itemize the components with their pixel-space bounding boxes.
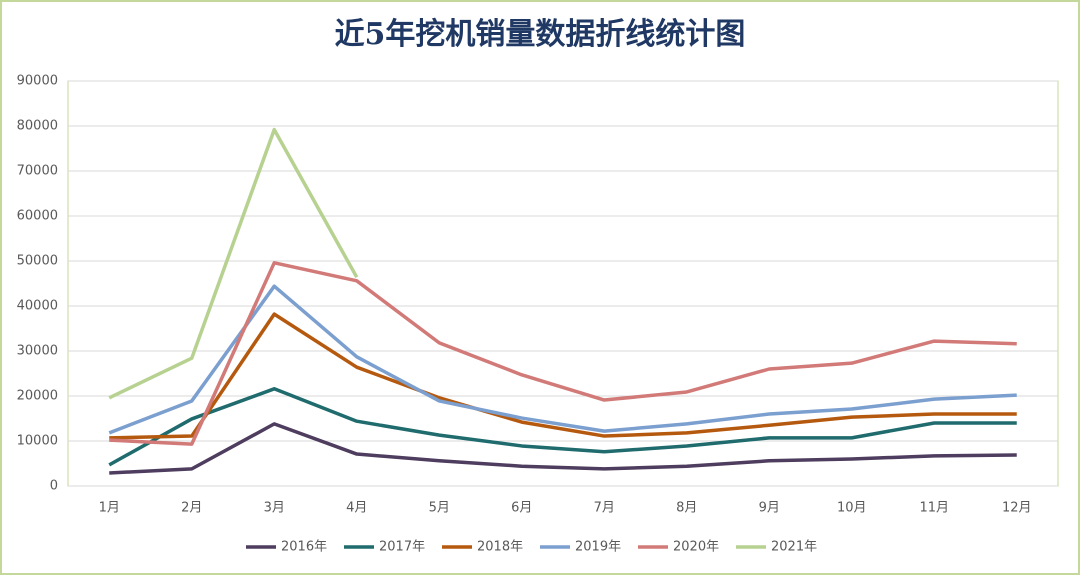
- series-line: [108, 127, 359, 400]
- y-tick-label: 40000: [17, 299, 58, 314]
- x-tick-label: 8月: [676, 501, 697, 516]
- x-tick-label: 12月: [1002, 501, 1032, 516]
- x-tick-label: 1月: [99, 501, 120, 516]
- x-tick-label: 9月: [759, 501, 780, 516]
- legend-label: 2017年: [379, 540, 425, 555]
- y-tick-label: 30000: [17, 344, 58, 359]
- x-tick-label: 7月: [594, 501, 615, 516]
- legend-label: 2021年: [771, 540, 817, 555]
- series-line: [109, 261, 1017, 446]
- series-line: [109, 422, 1017, 475]
- series-line: [108, 284, 1017, 435]
- chart-title: 近5年挖机销量数据折线统计图: [335, 17, 746, 52]
- x-tick-label: 3月: [264, 501, 285, 516]
- x-tick-label: 4月: [346, 501, 367, 516]
- y-tick-label: 70000: [17, 164, 58, 179]
- x-tick-label: 6月: [511, 501, 532, 516]
- x-tick-label: 5月: [429, 501, 450, 516]
- x-tick-label: 11月: [919, 501, 949, 516]
- legend-label: 2018年: [477, 540, 523, 555]
- y-tick-label: 10000: [17, 434, 58, 449]
- series-line: [109, 312, 1017, 440]
- x-tick-label: 2月: [181, 501, 202, 516]
- y-tick-label: 0: [50, 479, 58, 494]
- series-line: [108, 387, 1017, 467]
- y-tick-label: 90000: [17, 74, 58, 89]
- y-tick-label: 80000: [17, 119, 58, 134]
- y-tick-label: 20000: [17, 389, 58, 404]
- legend-label: 2019年: [575, 540, 621, 555]
- x-tick-label: 10月: [837, 501, 867, 516]
- y-tick-label: 60000: [17, 209, 58, 224]
- legend-label: 2020年: [673, 540, 719, 555]
- legend-label: 2016年: [281, 540, 327, 555]
- y-tick-label: 50000: [17, 254, 58, 269]
